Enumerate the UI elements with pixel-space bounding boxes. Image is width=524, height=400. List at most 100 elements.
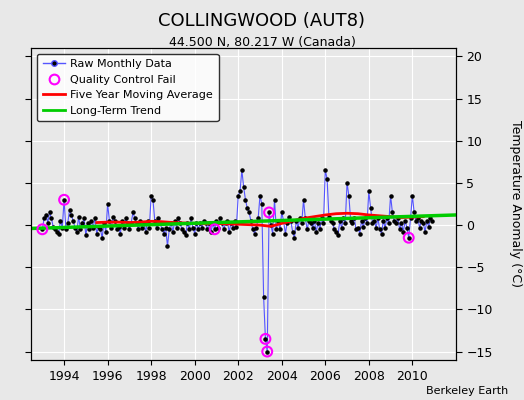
- Point: [274, 218, 282, 224]
- Point: [258, 201, 266, 207]
- Point: [212, 218, 221, 224]
- Point: [361, 215, 369, 222]
- Point: [198, 224, 206, 231]
- Point: [359, 224, 367, 230]
- Point: [243, 205, 252, 212]
- Point: [352, 226, 361, 232]
- Point: [363, 220, 371, 226]
- Point: [114, 224, 123, 230]
- Point: [228, 224, 237, 231]
- Point: [82, 232, 90, 238]
- Point: [118, 218, 126, 224]
- Point: [181, 232, 190, 238]
- Point: [98, 234, 106, 241]
- Point: [396, 226, 404, 232]
- Point: [399, 229, 408, 235]
- Point: [62, 226, 70, 232]
- Point: [56, 218, 64, 224]
- Point: [270, 196, 279, 203]
- Point: [127, 219, 135, 226]
- Point: [276, 226, 284, 232]
- Legend: Raw Monthly Data, Quality Control Fail, Five Year Moving Average, Long-Term Tren: Raw Monthly Data, Quality Control Fail, …: [37, 54, 219, 121]
- Point: [138, 224, 146, 231]
- Point: [40, 215, 48, 222]
- Point: [343, 180, 351, 186]
- Point: [406, 215, 414, 222]
- Point: [370, 218, 378, 224]
- Point: [125, 226, 134, 232]
- Point: [71, 224, 79, 231]
- Text: COLLINGWOOD (AUT8): COLLINGWOOD (AUT8): [158, 12, 366, 30]
- Point: [227, 220, 235, 226]
- Point: [158, 226, 166, 232]
- Point: [332, 229, 341, 235]
- Point: [403, 224, 411, 231]
- Point: [357, 218, 366, 224]
- Point: [374, 215, 382, 222]
- Point: [46, 209, 54, 216]
- Point: [298, 220, 306, 226]
- Point: [413, 215, 422, 222]
- Point: [140, 220, 148, 226]
- Point: [109, 214, 117, 220]
- Point: [354, 224, 362, 231]
- Point: [410, 209, 418, 216]
- Point: [83, 219, 92, 226]
- Point: [383, 215, 391, 222]
- Point: [169, 229, 177, 235]
- Point: [192, 219, 201, 226]
- Point: [345, 192, 353, 199]
- Point: [60, 196, 68, 203]
- Point: [408, 192, 417, 199]
- Point: [405, 234, 413, 241]
- Point: [69, 218, 78, 224]
- Point: [267, 222, 275, 228]
- Point: [223, 218, 232, 224]
- Point: [107, 224, 115, 231]
- Point: [89, 224, 97, 231]
- Point: [185, 226, 193, 232]
- Point: [394, 215, 402, 222]
- Point: [172, 224, 181, 231]
- Point: [288, 229, 297, 235]
- Point: [372, 224, 380, 231]
- Point: [421, 229, 429, 235]
- Point: [278, 209, 286, 216]
- Point: [130, 215, 139, 222]
- Point: [194, 226, 202, 232]
- Point: [292, 218, 300, 224]
- Point: [111, 218, 119, 224]
- Point: [134, 226, 143, 232]
- Point: [42, 212, 50, 218]
- Point: [129, 209, 137, 216]
- Point: [368, 219, 377, 226]
- Point: [145, 224, 154, 231]
- Point: [272, 226, 280, 232]
- Point: [388, 209, 397, 216]
- Point: [120, 224, 128, 231]
- Point: [305, 218, 313, 224]
- Point: [318, 215, 326, 222]
- Point: [103, 201, 112, 207]
- Point: [189, 224, 197, 231]
- Point: [80, 215, 88, 222]
- Point: [245, 209, 253, 216]
- Point: [309, 224, 317, 231]
- Point: [385, 220, 393, 226]
- Point: [401, 218, 409, 224]
- Point: [156, 220, 165, 226]
- Point: [259, 294, 268, 300]
- Point: [96, 226, 105, 232]
- Point: [205, 219, 213, 226]
- Point: [250, 230, 259, 237]
- Point: [287, 218, 295, 224]
- Point: [265, 209, 273, 216]
- Point: [209, 220, 217, 226]
- Point: [133, 220, 141, 226]
- Point: [238, 167, 246, 174]
- Text: Berkeley Earth: Berkeley Earth: [426, 386, 508, 396]
- Point: [239, 184, 248, 190]
- Point: [236, 188, 244, 194]
- Point: [161, 224, 170, 231]
- Point: [263, 348, 271, 355]
